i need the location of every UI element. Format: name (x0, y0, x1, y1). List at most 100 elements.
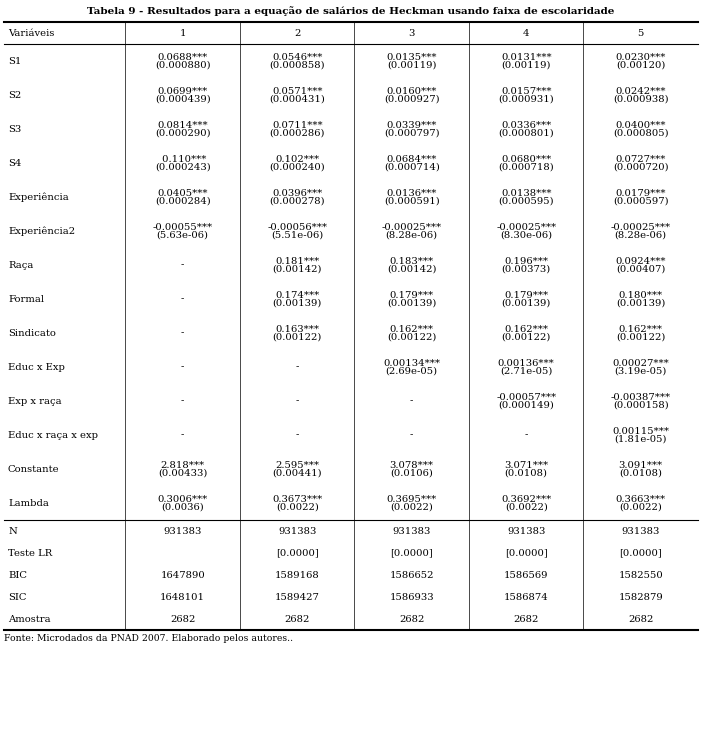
Text: (0.00119): (0.00119) (501, 61, 551, 69)
Text: 1586933: 1586933 (390, 593, 434, 601)
Text: (0.0036): (0.0036) (161, 502, 204, 512)
Text: 0.0699***: 0.0699*** (157, 87, 208, 95)
Text: 2682: 2682 (399, 615, 425, 623)
Text: (8.28e-06): (8.28e-06) (385, 230, 438, 240)
Text: 0.163***: 0.163*** (275, 324, 319, 333)
Text: 931383: 931383 (278, 526, 317, 536)
Text: Raça: Raça (8, 260, 34, 270)
Text: 0.174***: 0.174*** (275, 290, 319, 300)
Text: -: - (296, 431, 299, 440)
Text: Educ x raça x exp: Educ x raça x exp (8, 431, 98, 440)
Text: (0.000243): (0.000243) (155, 163, 211, 171)
Text: (5.51e-06): (5.51e-06) (271, 230, 324, 240)
Text: 0.3692***: 0.3692*** (501, 494, 551, 504)
Text: 0.0571***: 0.0571*** (272, 87, 322, 95)
Text: 0.179***: 0.179*** (390, 290, 434, 300)
Text: S3: S3 (8, 125, 21, 133)
Text: (0.000927): (0.000927) (384, 95, 439, 104)
Text: (0.000149): (0.000149) (498, 400, 554, 410)
Text: (0.00122): (0.00122) (501, 332, 551, 341)
Text: 1647890: 1647890 (160, 571, 205, 580)
Text: -0.00025***: -0.00025*** (611, 222, 671, 232)
Text: 4: 4 (523, 28, 529, 37)
Text: [0.0000]: [0.0000] (276, 548, 319, 558)
Text: [0.0000]: [0.0000] (619, 548, 662, 558)
Text: 3: 3 (409, 28, 415, 37)
Text: (0.000931): (0.000931) (498, 95, 554, 104)
Text: (0.00122): (0.00122) (272, 332, 322, 341)
Text: -: - (181, 431, 185, 440)
Text: -: - (296, 397, 299, 405)
Text: (0.000801): (0.000801) (498, 128, 554, 138)
Text: S2: S2 (8, 90, 21, 99)
Text: Exp x raça: Exp x raça (8, 397, 62, 405)
Text: 0.181***: 0.181*** (275, 257, 319, 265)
Text: 0.196***: 0.196*** (504, 257, 548, 265)
Text: 3.071***: 3.071*** (504, 461, 548, 469)
Text: Experiência2: Experiência2 (8, 226, 75, 235)
Text: 931383: 931383 (621, 526, 660, 536)
Text: 0.0242***: 0.0242*** (616, 87, 666, 95)
Text: (0.0108): (0.0108) (619, 469, 662, 477)
Text: 0.0680***: 0.0680*** (501, 155, 551, 163)
Text: 0.0336***: 0.0336*** (501, 120, 551, 130)
Text: 931383: 931383 (164, 526, 202, 536)
Text: Formal: Formal (8, 295, 44, 303)
Text: 0.0135***: 0.0135*** (387, 52, 437, 61)
Text: (0.00139): (0.00139) (387, 298, 437, 308)
Text: (0.00139): (0.00139) (272, 298, 322, 308)
Text: 0.3695***: 0.3695*** (387, 494, 437, 504)
Text: -: - (181, 329, 185, 338)
Text: -0.00056***: -0.00056*** (267, 222, 327, 232)
Text: 1586652: 1586652 (390, 571, 434, 580)
Text: 0.0230***: 0.0230*** (616, 52, 666, 61)
Text: (0.00120): (0.00120) (616, 61, 665, 69)
Text: (2.69e-05): (2.69e-05) (385, 367, 438, 375)
Text: (0.000595): (0.000595) (498, 197, 554, 206)
Text: (0.000431): (0.000431) (270, 95, 325, 104)
Text: Fonte: Microdados da PNAD 2007. Elaborado pelos autores..: Fonte: Microdados da PNAD 2007. Elaborad… (4, 634, 293, 643)
Text: (0.000797): (0.000797) (384, 128, 439, 138)
Text: (0.000938): (0.000938) (613, 95, 668, 104)
Text: -0.00025***: -0.00025*** (382, 222, 442, 232)
Text: (0.00122): (0.00122) (616, 332, 665, 341)
Text: -: - (524, 431, 528, 440)
Text: 0.0688***: 0.0688*** (157, 52, 208, 61)
Text: -: - (181, 397, 185, 405)
Text: 1: 1 (180, 28, 186, 37)
Text: 1589427: 1589427 (274, 593, 319, 601)
Text: 2.818***: 2.818*** (161, 461, 205, 469)
Text: (0.000284): (0.000284) (155, 197, 211, 206)
Text: (2.71e-05): (2.71e-05) (500, 367, 552, 375)
Text: Constante: Constante (8, 464, 60, 474)
Text: 931383: 931383 (392, 526, 431, 536)
Text: (0.000286): (0.000286) (270, 128, 325, 138)
Text: (0.000597): (0.000597) (613, 197, 668, 206)
Text: [0.0000]: [0.0000] (390, 548, 433, 558)
Text: 0.0546***: 0.0546*** (272, 52, 322, 61)
Text: 2682: 2682 (284, 615, 310, 623)
Text: Educ x Exp: Educ x Exp (8, 362, 65, 372)
Text: 0.0400***: 0.0400*** (616, 120, 666, 130)
Text: (3.19e-05): (3.19e-05) (614, 367, 667, 375)
Text: S1: S1 (8, 57, 21, 66)
Text: (0.000718): (0.000718) (498, 163, 554, 171)
Text: (0.000880): (0.000880) (155, 61, 211, 69)
Text: 1586874: 1586874 (504, 593, 548, 601)
Text: N: N (8, 526, 17, 536)
Text: (0.00407): (0.00407) (616, 265, 665, 273)
Text: 1648101: 1648101 (160, 593, 205, 601)
Text: -0.00055***: -0.00055*** (152, 222, 213, 232)
Text: 931383: 931383 (507, 526, 545, 536)
Text: (5.63e-06): (5.63e-06) (157, 230, 208, 240)
Text: 1582550: 1582550 (618, 571, 663, 580)
Text: 0.0138***: 0.0138*** (501, 189, 552, 198)
Text: (0.000858): (0.000858) (270, 61, 325, 69)
Text: 0.162***: 0.162*** (504, 324, 548, 333)
Text: (0.00433): (0.00433) (158, 469, 207, 477)
Text: Experiência: Experiência (8, 192, 69, 202)
Text: Amostra: Amostra (8, 615, 51, 623)
Text: 2682: 2682 (628, 615, 654, 623)
Text: 1589168: 1589168 (275, 571, 319, 580)
Text: (0.000278): (0.000278) (270, 197, 325, 206)
